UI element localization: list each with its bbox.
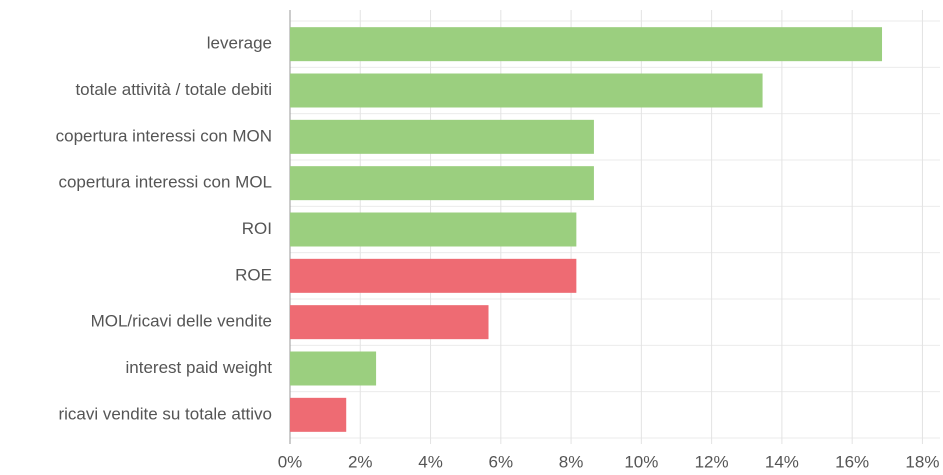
y-tick-label: copertura interessi con MON — [56, 126, 272, 145]
bar — [290, 212, 577, 247]
bar — [290, 119, 594, 154]
x-tick-label: 14% — [765, 452, 799, 471]
x-tick-label: 18% — [905, 452, 939, 471]
bar — [290, 351, 377, 386]
y-tick-label: MOL/ricavi delle vendite — [91, 312, 272, 331]
bar — [290, 73, 763, 108]
bar — [290, 397, 347, 432]
bar — [290, 166, 594, 201]
x-tick-label: 8% — [559, 452, 584, 471]
y-tick-label: interest paid weight — [126, 358, 273, 377]
y-tick-label: ricavi vendite su totale attivo — [58, 404, 272, 423]
y-tick-label: leverage — [207, 34, 272, 53]
y-tick-label: ROE — [235, 265, 272, 284]
x-tick-label: 2% — [348, 452, 373, 471]
x-tick-label: 12% — [695, 452, 729, 471]
y-tick-label: copertura interessi con MOL — [58, 173, 272, 192]
x-tick-label: 4% — [418, 452, 443, 471]
x-tick-label: 16% — [835, 452, 869, 471]
x-tick-label: 10% — [624, 452, 658, 471]
bar — [290, 258, 577, 293]
y-tick-label: totale attività / totale debiti — [75, 80, 272, 99]
bar — [290, 27, 883, 62]
x-tick-label: 6% — [489, 452, 514, 471]
y-tick-label: ROI — [242, 219, 272, 238]
bar — [290, 305, 489, 340]
x-tick-label: 0% — [278, 452, 303, 471]
